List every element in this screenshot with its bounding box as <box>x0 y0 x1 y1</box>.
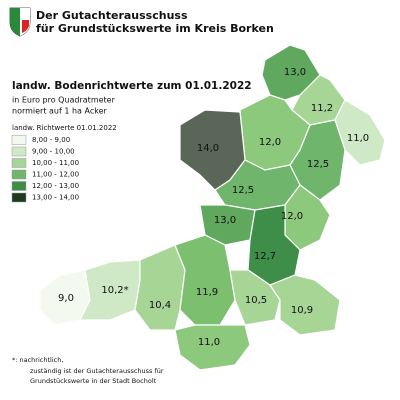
map-title: landw. Bodenrichtwerte zum 01.01.2022 <box>12 80 252 92</box>
region <box>269 274 341 336</box>
legend: 8,00 - 9,00 9,00 - 10,00 10,00 - 11,00 11,0… <box>11 135 79 203</box>
legend-swatch <box>11 181 27 191</box>
region-label: 12,0 <box>281 211 303 222</box>
footnote: *: nachrichtlich, <box>12 356 63 364</box>
map-subtitle: in Euro pro Quadratmeter <box>12 96 116 105</box>
region <box>229 269 281 326</box>
legend-swatch <box>11 158 27 168</box>
legend-label: 10,00 - 11,00 <box>32 159 79 167</box>
legend-swatch <box>11 192 27 203</box>
map <box>39 44 386 371</box>
legend-swatch <box>11 169 27 180</box>
region-label: 14,0 <box>197 143 219 154</box>
region-label: 10,2* <box>101 285 128 296</box>
legend-swatch <box>11 146 27 157</box>
region-label: 11,0 <box>347 133 369 144</box>
logo <box>9 7 31 37</box>
region-label: 12,7 <box>254 251 276 262</box>
footnote: zuständig ist der Gutachterausschuss für <box>30 367 164 375</box>
legend-label: 12,00 - 13,00 <box>32 182 79 190</box>
legend-label: 9,00 - 10,00 <box>32 148 75 156</box>
region-label: 11,0 <box>198 337 220 348</box>
legend-label: 11,00 - 12,00 <box>32 171 79 179</box>
header-title: Der Gutachterausschuss <box>36 9 188 22</box>
region-label: 10,5 <box>245 295 267 306</box>
legend-title: landw. Richtwerte 01.01.2022 <box>12 124 117 132</box>
region-labels: 13,0 11,2 11,0 12,0 14,0 12,5 12,5 12,0 13,0 12,7… <box>58 67 369 348</box>
region-label: 13,0 <box>284 67 306 78</box>
header-title: für Grundstückswerte im Kreis Borken <box>36 22 274 35</box>
region <box>174 324 251 371</box>
region <box>174 234 236 326</box>
region-label: 11,2 <box>311 103 333 114</box>
region-label: 11,9 <box>196 287 218 298</box>
legend-swatch <box>11 135 27 145</box>
region-label: 12,0 <box>259 137 281 148</box>
region-label: 9,0 <box>58 293 74 304</box>
region-label: 10,9 <box>291 305 313 316</box>
legend-label: 8,00 - 9,00 <box>32 136 70 144</box>
region-label: 13,0 <box>214 215 236 226</box>
region-label: 12,5 <box>307 159 329 170</box>
region-label: 10,4 <box>149 300 171 311</box>
region-label: 12,5 <box>232 185 254 196</box>
legend-label: 13,00 - 14,00 <box>32 194 79 202</box>
map-subtitle: normiert auf 1 ha Acker <box>12 107 108 116</box>
region <box>334 99 386 166</box>
footnote: Grundstückswerte in der Stadt Bocholt <box>30 377 157 385</box>
